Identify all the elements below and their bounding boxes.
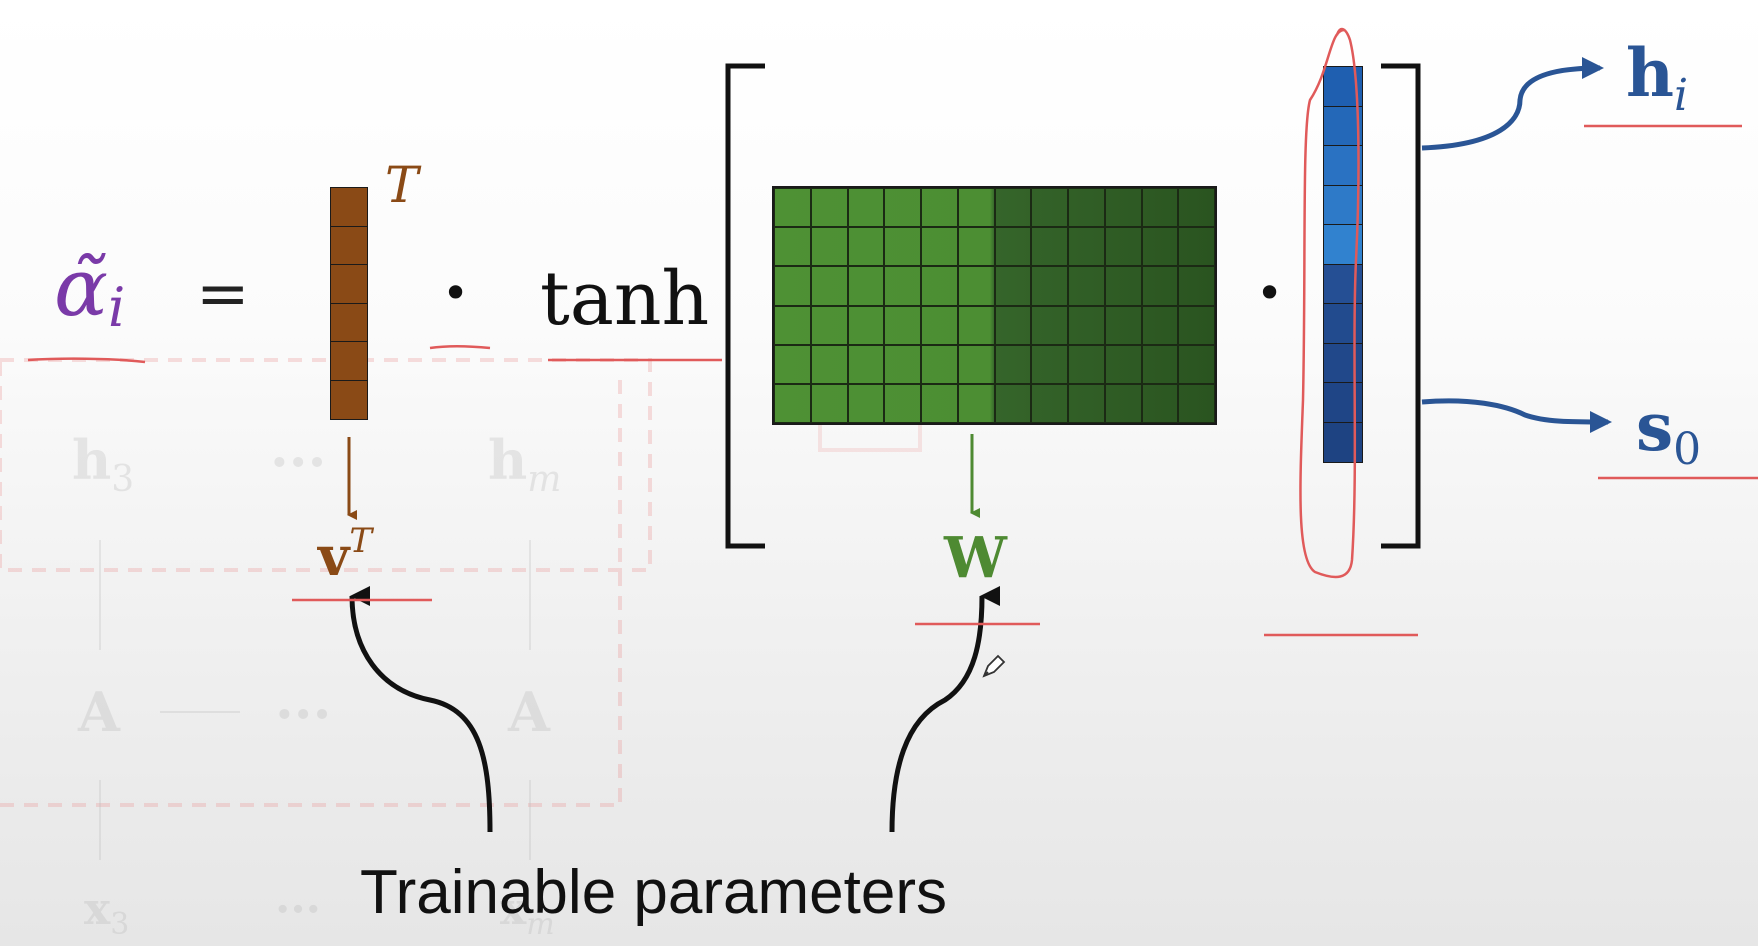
- ghost-x3: x3: [84, 884, 130, 942]
- hi-label: hi: [1626, 34, 1689, 122]
- caption-trainable-parameters: Trainable parameters: [360, 858, 947, 927]
- dot-operator-2: •: [1256, 266, 1284, 320]
- alpha-tilde-i: α̃i: [54, 241, 126, 339]
- ghost-dots-3: ···: [275, 884, 321, 935]
- v-vector: [330, 187, 368, 420]
- hi-arrow: [1421, 57, 1604, 151]
- ghost-xm: xm: [500, 884, 555, 942]
- w-label: W: [944, 525, 1007, 591]
- red-underlines: [27, 27, 1758, 637]
- equals-sign: =: [196, 257, 250, 331]
- ghost-A1: A: [78, 680, 120, 744]
- ghost-dots-1: ···: [270, 430, 327, 494]
- dot-operator-1: •: [442, 266, 470, 320]
- s0-arrow: [1421, 398, 1612, 433]
- caption-arrow-v: [349, 585, 493, 833]
- w-matrix: [772, 186, 1217, 425]
- tanh-function: tanh: [540, 256, 710, 342]
- caption-arrow-w: [889, 586, 1001, 833]
- ghost-dots-2: ···: [275, 682, 332, 746]
- s0-label: s0: [1636, 388, 1702, 476]
- ghost-h3: h3: [72, 428, 135, 500]
- ghost-A2: A: [508, 680, 550, 744]
- ghost-hm: hm: [488, 428, 562, 500]
- pen-cursor-icon: [982, 654, 1006, 678]
- v-transpose-superscript: T: [385, 156, 419, 214]
- v-transpose-label: vT: [318, 521, 373, 588]
- concat-hi-s0-vector: [1323, 66, 1363, 463]
